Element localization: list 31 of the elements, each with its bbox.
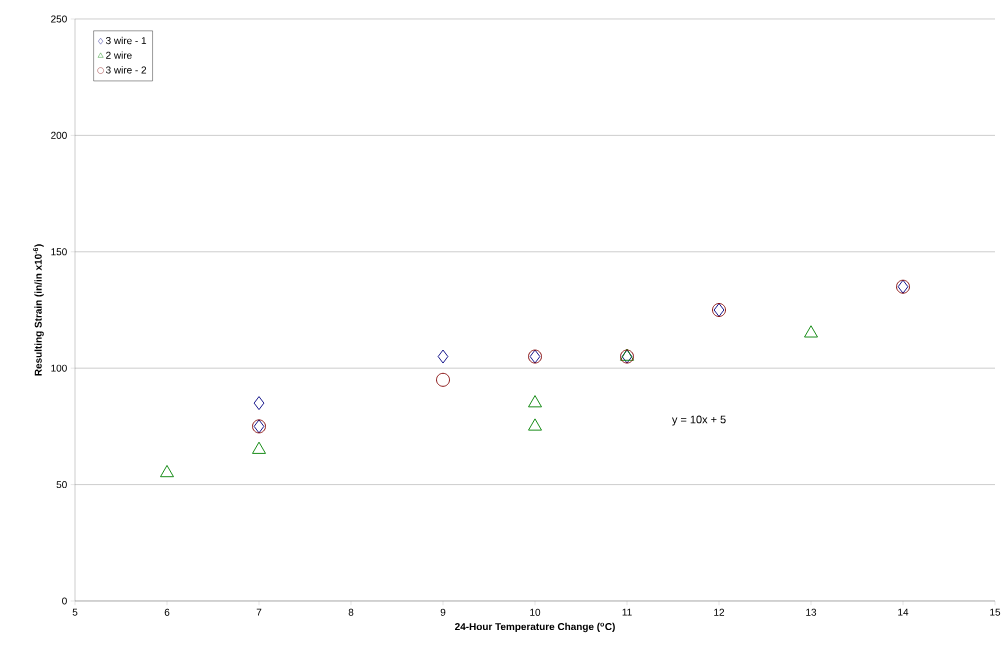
point bbox=[528, 395, 542, 408]
x-tick-label: 8 bbox=[348, 608, 354, 616]
y-axis-title: Resulting Strain (in/in x10$^{-6}$) bbox=[33, 244, 44, 376]
legend-label: 3 wire - 1 bbox=[105, 36, 147, 45]
point bbox=[252, 441, 266, 454]
y-tick-label: 150 bbox=[51, 248, 67, 256]
x-tick-label: 7 bbox=[256, 608, 262, 616]
legend-label: 2 wire bbox=[106, 51, 132, 59]
x-axis-title: 24-Hour Temperature Change ($^{o}$C) bbox=[455, 622, 615, 633]
point bbox=[253, 396, 265, 411]
x-tick-label: 12 bbox=[714, 608, 725, 616]
y-tick-label: 50 bbox=[56, 481, 67, 489]
annotation: y = 10x + 5 bbox=[671, 415, 726, 426]
point bbox=[436, 372, 450, 387]
legend-label: 3 wire - 2 bbox=[105, 66, 147, 74]
y-tick-label: 100 bbox=[51, 364, 67, 372]
point bbox=[160, 465, 174, 478]
y-tick-label: 0 bbox=[62, 597, 67, 605]
point bbox=[437, 349, 449, 364]
x-tick-label: 10 bbox=[530, 608, 541, 616]
x-tick-label: 15 bbox=[990, 608, 1001, 616]
point bbox=[528, 418, 542, 431]
x-tick-label: 14 bbox=[898, 608, 909, 616]
x-tick-label: 11 bbox=[622, 608, 632, 616]
y-tick-label: 250 bbox=[51, 15, 67, 23]
y-tick-label: 200 bbox=[51, 131, 67, 139]
x-tick-label: 13 bbox=[806, 608, 817, 616]
x-tick-label: 9 bbox=[440, 608, 446, 616]
x-tick-label: 6 bbox=[164, 608, 170, 616]
x-tick-label: 5 bbox=[72, 608, 78, 616]
point bbox=[804, 325, 818, 338]
